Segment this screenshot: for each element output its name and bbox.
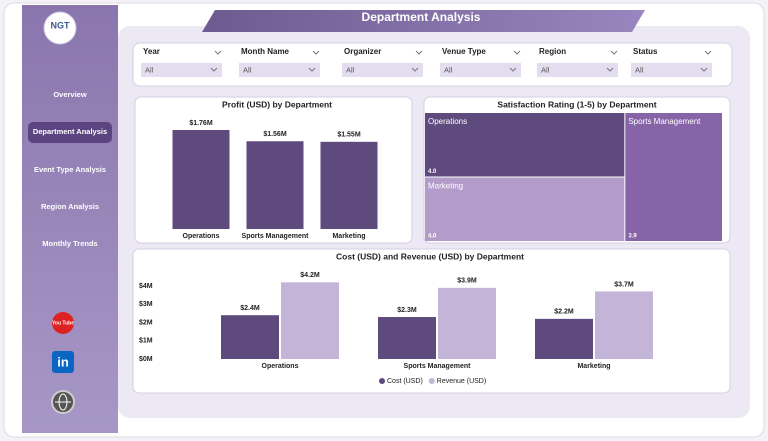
chevron bbox=[513, 50, 521, 55]
dropdown[interactable] bbox=[342, 63, 423, 77]
nav-item[interactable]: Overview bbox=[53, 90, 87, 99]
legend-swatch bbox=[428, 378, 435, 384]
chevron bbox=[700, 67, 708, 72]
y-tick-label: $4M bbox=[139, 283, 153, 290]
dropdown-value: All bbox=[444, 65, 453, 74]
filter-label: Month Name bbox=[241, 47, 290, 56]
dropdown-value: All bbox=[243, 65, 252, 74]
bar bbox=[221, 315, 279, 359]
value-label: $1.55M bbox=[337, 132, 361, 139]
value-label: $2.3M bbox=[397, 307, 417, 314]
chevron bbox=[210, 67, 218, 72]
chevron bbox=[704, 50, 712, 55]
dropdown-value: All bbox=[346, 65, 355, 74]
y-tick-label: $2M bbox=[139, 319, 153, 326]
value-label: $3.9M bbox=[457, 278, 477, 285]
dropdown-value: All bbox=[541, 65, 550, 74]
tile bbox=[625, 113, 722, 241]
dropdown-value: All bbox=[635, 65, 644, 74]
logo-text: NGT bbox=[51, 20, 71, 30]
chevron bbox=[509, 67, 517, 72]
chart-title: Profit (USD) by Department bbox=[222, 99, 332, 109]
x-tick-label: Operations bbox=[262, 363, 299, 370]
x-tick-label: Marketing bbox=[577, 363, 610, 370]
legend-label: Revenue (USD) bbox=[437, 378, 486, 385]
bar bbox=[595, 291, 653, 359]
nav-item[interactable]: Monthly Trends bbox=[42, 239, 97, 248]
chart-title: Satisfaction Rating (1-5) by Department bbox=[497, 99, 656, 109]
page-title: Department Analysis bbox=[362, 10, 481, 24]
linkedin-text: in bbox=[57, 354, 69, 369]
bar bbox=[246, 141, 304, 229]
filter-label: Year bbox=[143, 47, 160, 56]
tile-value: 4.0 bbox=[428, 169, 437, 175]
chevron bbox=[415, 50, 423, 55]
chevron bbox=[610, 50, 618, 55]
x-tick-label: Sports Management bbox=[242, 233, 310, 240]
tile-value: 4.0 bbox=[428, 234, 437, 240]
x-tick-label: Sports Management bbox=[404, 363, 472, 370]
bar bbox=[281, 282, 339, 359]
nav-item[interactable]: Region Analysis bbox=[41, 202, 99, 211]
legend-swatch bbox=[379, 378, 385, 384]
y-tick-label: $3M bbox=[139, 301, 153, 308]
value-label: $3.7M bbox=[614, 281, 634, 288]
filter-label: Region bbox=[539, 47, 566, 56]
nav-active[interactable] bbox=[28, 122, 112, 143]
tile bbox=[425, 113, 625, 177]
dropdown-value: All bbox=[145, 65, 154, 74]
chevron bbox=[411, 67, 419, 72]
value-label: $1.56M bbox=[263, 131, 287, 138]
legend-label: Cost (USD) bbox=[387, 378, 423, 385]
youtube-text: You Tube bbox=[52, 320, 74, 326]
dropdown[interactable] bbox=[239, 63, 320, 77]
title-banner bbox=[202, 10, 645, 32]
y-tick-label: $1M bbox=[139, 338, 153, 345]
chevron bbox=[606, 67, 614, 72]
filter-label: Organizer bbox=[344, 47, 381, 56]
tile bbox=[425, 177, 625, 241]
dropdown[interactable] bbox=[440, 63, 521, 77]
bar bbox=[535, 318, 593, 359]
chevron bbox=[214, 50, 222, 55]
bar bbox=[320, 141, 378, 229]
bar bbox=[172, 130, 230, 229]
logo bbox=[43, 11, 77, 45]
nav-item[interactable]: Department Analysis bbox=[33, 127, 107, 136]
dropdown[interactable] bbox=[631, 63, 712, 77]
tile-label: Sports Management bbox=[628, 117, 701, 126]
linkedin-icon[interactable] bbox=[52, 351, 74, 373]
y-tick-label: $0M bbox=[139, 356, 153, 363]
chevron bbox=[308, 67, 316, 72]
value-label: $1.76M bbox=[189, 120, 213, 127]
filter-label: Venue Type bbox=[442, 47, 486, 56]
value-label: $2.2M bbox=[554, 309, 574, 316]
dropdown[interactable] bbox=[537, 63, 618, 77]
tile-label: Marketing bbox=[428, 182, 463, 191]
tile-value: 3.9 bbox=[628, 234, 637, 240]
value-label: $2.4M bbox=[240, 305, 260, 312]
filter-label: Status bbox=[633, 47, 658, 56]
x-tick-label: Operations bbox=[183, 233, 220, 240]
bar bbox=[378, 317, 436, 359]
chevron bbox=[312, 50, 320, 55]
nav-item[interactable]: Event Type Analysis bbox=[34, 165, 106, 174]
tile-label: Operations bbox=[428, 117, 467, 126]
dropdown[interactable] bbox=[141, 63, 222, 77]
youtube-icon[interactable] bbox=[52, 312, 74, 334]
x-tick-label: Marketing bbox=[332, 233, 365, 240]
value-label: $4.2M bbox=[300, 272, 320, 279]
chart-title: Cost (USD) and Revenue (USD) by Departme… bbox=[336, 251, 524, 261]
bar bbox=[438, 287, 496, 359]
